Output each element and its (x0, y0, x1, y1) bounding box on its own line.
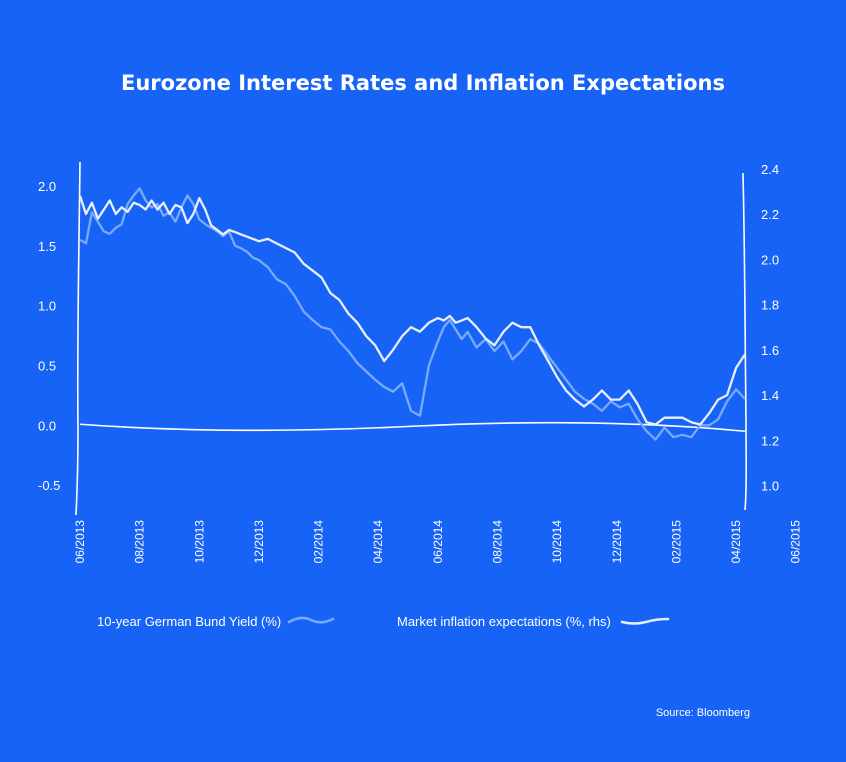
x-tick-label: 02/2015 (669, 520, 683, 564)
x-tick-label: 10/2013 (192, 520, 206, 564)
x-tick-label: 06/2013 (73, 520, 87, 564)
legend-swatch-inflation-expectations (620, 617, 670, 625)
x-tick-label: 08/2014 (490, 520, 504, 564)
right-tick-label: 1.4 (761, 388, 779, 403)
x-tick-label: 04/2015 (729, 520, 743, 564)
chart-title: Eurozone Interest Rates and Inflation Ex… (121, 71, 725, 95)
legend-swatch-bund-yield (287, 616, 335, 624)
x-tick-label: 06/2014 (431, 520, 445, 564)
left-tick-label: -0.5 (38, 478, 60, 493)
series-inflation-expectations-line (78, 195, 746, 426)
right-tick-label: 1.6 (761, 343, 779, 358)
x-tick-label: 04/2014 (371, 520, 385, 564)
legend-label-inflation-expectations: Market inflation expectations (%, rhs) (397, 614, 611, 629)
right-axis-line (742, 172, 748, 511)
right-tick-label: 1.0 (761, 479, 779, 494)
right-tick-label: 2.0 (761, 252, 779, 267)
right-tick-label: 1.8 (761, 298, 779, 313)
left-tick-label: 2.0 (38, 179, 56, 194)
right-tick-label: 1.2 (761, 433, 779, 448)
right-tick-label: 2.2 (761, 207, 779, 222)
legend-label-bund-yield: 10-year German Bund Yield (%) (97, 614, 281, 629)
right-tick-label: 2.4 (761, 162, 779, 177)
x-tick-label: 08/2013 (133, 520, 147, 564)
x-tick-label: 12/2013 (252, 520, 266, 564)
source-note: Source: Bloomberg (656, 707, 750, 719)
left-axis-ticks: 2.0 1.5 1.0 0.5 0.0 -0.5 (38, 179, 60, 493)
left-tick-label: 0.5 (38, 358, 56, 373)
left-tick-label: 1.0 (38, 299, 56, 314)
x-tick-label: 10/2014 (550, 520, 564, 564)
series-bund-yield-line (79, 187, 746, 441)
left-tick-label: 0.0 (38, 418, 56, 433)
left-axis-line (75, 161, 81, 516)
left-tick-label: 1.5 (38, 239, 56, 254)
x-tick-label: 06/2015 (789, 520, 803, 564)
x-axis-ticks: 06/2013 08/2013 10/2013 12/2013 02/2014 04/20… (73, 520, 803, 564)
x-tick-label: 02/2014 (312, 520, 326, 564)
x-tick-label: 12/2014 (610, 520, 624, 564)
right-axis-ticks: 2.4 2.2 2.0 1.8 1.6 1.4 1.2 1.0 (761, 162, 779, 494)
zero-line (79, 421, 746, 433)
